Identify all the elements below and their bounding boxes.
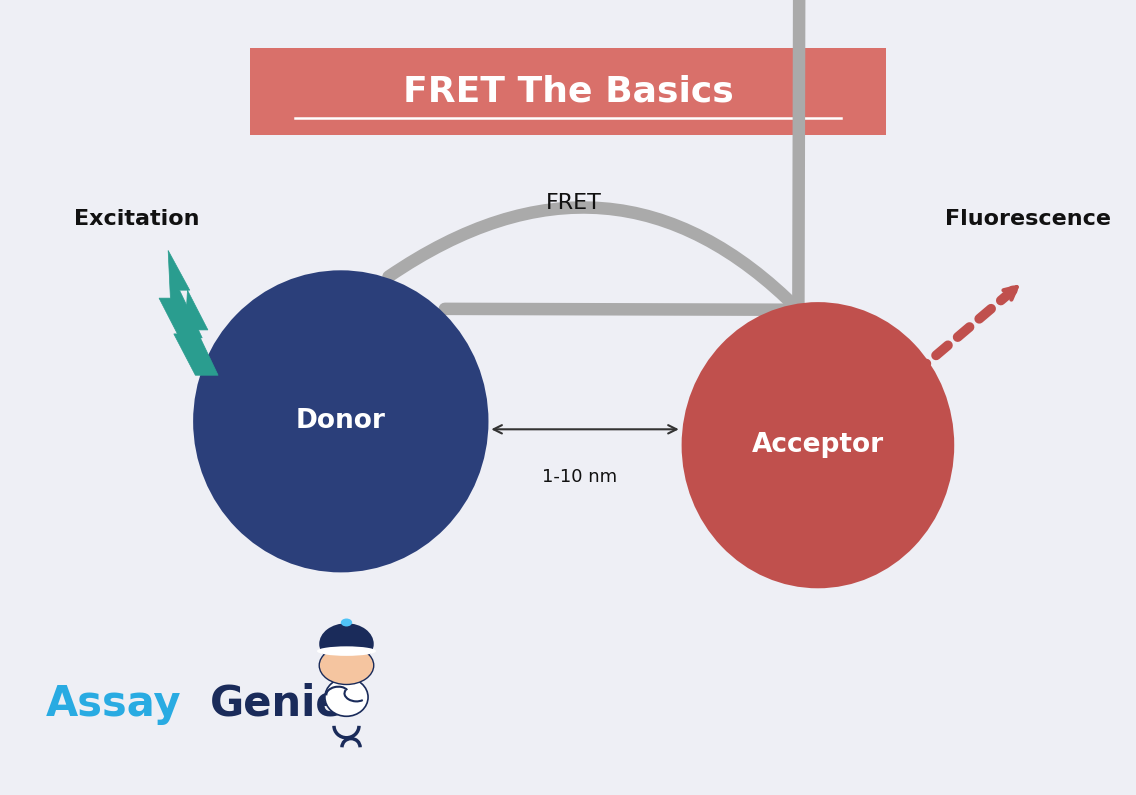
Text: Acceptor: Acceptor xyxy=(752,432,884,458)
Ellipse shape xyxy=(317,646,376,656)
Circle shape xyxy=(319,646,374,684)
Text: Donor: Donor xyxy=(295,409,386,434)
FancyArrowPatch shape xyxy=(389,0,800,310)
Text: FRET The Basics: FRET The Basics xyxy=(402,75,734,108)
Ellipse shape xyxy=(319,623,374,665)
Text: 1-10 nm: 1-10 nm xyxy=(542,468,617,486)
Ellipse shape xyxy=(682,302,954,588)
Text: Fluorescence: Fluorescence xyxy=(945,208,1111,229)
Polygon shape xyxy=(174,290,218,375)
Text: FRET: FRET xyxy=(545,192,602,213)
Text: Excitation: Excitation xyxy=(74,208,199,229)
Ellipse shape xyxy=(325,678,368,716)
Text: Genie: Genie xyxy=(210,683,345,724)
Polygon shape xyxy=(159,250,202,338)
Text: Assay: Assay xyxy=(45,683,181,724)
FancyBboxPatch shape xyxy=(250,48,886,135)
Circle shape xyxy=(341,619,352,626)
Ellipse shape xyxy=(193,270,488,572)
